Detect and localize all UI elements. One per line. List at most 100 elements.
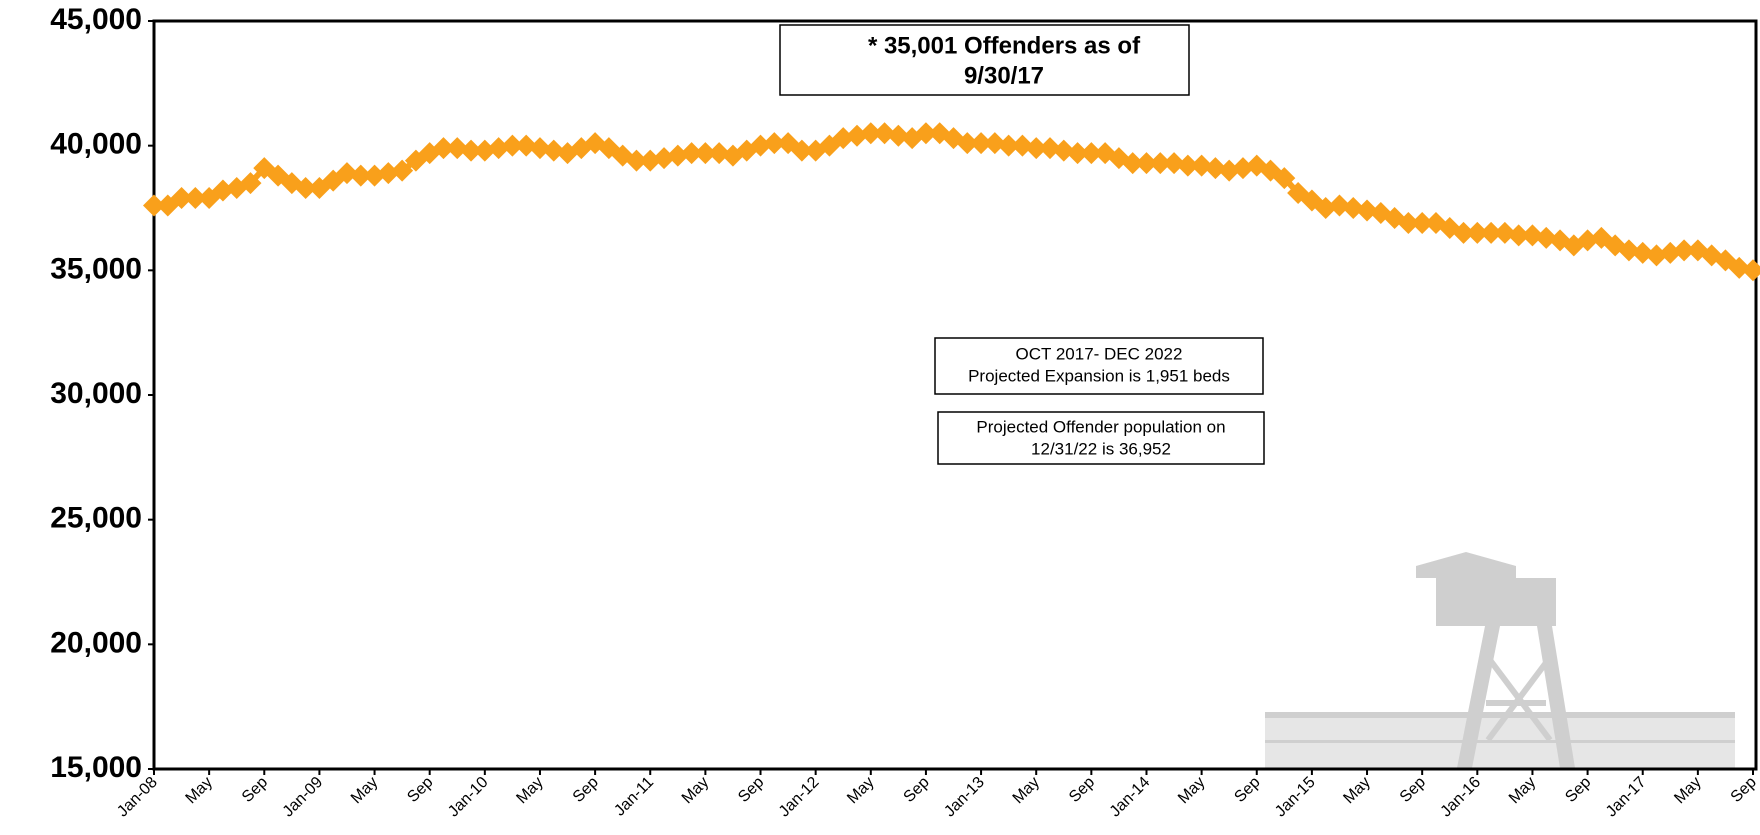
x-tick-label: May — [679, 774, 712, 807]
data-marker — [515, 134, 538, 157]
x-tick-label: Jan-15 — [1272, 774, 1319, 821]
data-marker — [763, 132, 786, 155]
data-marker — [680, 142, 703, 165]
x-tick-label: Sep — [1231, 774, 1263, 806]
x-tick-label: Sep — [1562, 774, 1594, 806]
data-marker — [1673, 239, 1696, 262]
x-tick-label: Jan-09 — [280, 774, 327, 821]
data-marker — [1742, 259, 1760, 282]
data-marker — [294, 177, 317, 200]
data-marker — [997, 134, 1020, 157]
x-tick-label: Sep — [404, 774, 436, 806]
y-tick-label: 45,000 — [50, 3, 142, 36]
x-tick-label: Sep — [570, 774, 602, 806]
data-marker — [460, 139, 483, 162]
data-marker — [901, 127, 924, 150]
data-marker — [1121, 152, 1144, 175]
x-tick-label: May — [844, 774, 877, 807]
data-marker — [1728, 256, 1751, 279]
data-marker — [832, 127, 855, 150]
data-marker — [970, 132, 993, 155]
x-tick-label: Sep — [1728, 774, 1760, 806]
data-marker — [873, 122, 896, 145]
annotation-box — [934, 337, 1264, 395]
data-marker — [887, 124, 910, 147]
data-marker — [639, 149, 662, 172]
data-marker — [708, 142, 731, 165]
data-marker — [184, 187, 207, 210]
data-marker — [1356, 199, 1379, 222]
data-marker — [1231, 157, 1254, 180]
data-marker — [1038, 137, 1061, 160]
x-tick-label: May — [1175, 774, 1208, 807]
data-marker — [1080, 142, 1103, 165]
x-tick-label: Sep — [239, 774, 271, 806]
x-tick-label: Jan-16 — [1438, 774, 1485, 821]
data-marker — [1480, 221, 1503, 244]
data-marker — [501, 134, 524, 157]
annotation: * 35,001 Offenders as of — [868, 32, 1141, 59]
data-marker — [1066, 142, 1089, 165]
annotation: Projected Expansion is 1,951 beds — [968, 366, 1230, 385]
data-marker — [846, 124, 869, 147]
data-marker — [1149, 152, 1172, 175]
data-marker — [542, 139, 565, 162]
data-marker — [1507, 224, 1530, 247]
x-tick-label: Jan-12 — [776, 774, 823, 821]
data-marker — [473, 139, 496, 162]
data-marker — [790, 139, 813, 162]
data-marker — [1452, 221, 1475, 244]
x-tick-label: May — [1506, 774, 1539, 807]
x-tick-label: May — [183, 774, 216, 807]
data-marker — [143, 194, 165, 217]
x-tick-label: Jan-17 — [1603, 774, 1650, 821]
data-marker — [956, 132, 979, 155]
data-marker — [446, 137, 469, 160]
data-marker — [859, 122, 882, 145]
data-marker — [391, 159, 414, 182]
data-marker — [749, 134, 772, 157]
data-marker — [1521, 224, 1544, 247]
data-marker — [983, 132, 1006, 155]
data-marker — [432, 137, 455, 160]
data-marker — [377, 162, 400, 185]
data-marker — [1190, 154, 1213, 177]
data-marker — [1659, 241, 1682, 264]
data-marker — [1397, 211, 1420, 234]
x-tick-label: May — [513, 774, 546, 807]
data-marker — [1176, 154, 1199, 177]
data-marker — [1645, 244, 1668, 267]
tower-illustration — [1265, 552, 1735, 768]
data-marker — [1535, 226, 1558, 249]
data-marker — [211, 179, 234, 202]
series-line — [154, 130, 1754, 274]
data-marker — [1631, 241, 1654, 264]
data-marker — [335, 162, 358, 185]
data-marker — [1342, 197, 1365, 219]
data-marker — [1411, 211, 1434, 234]
data-marker — [1328, 194, 1351, 217]
y-tick-label: 15,000 — [50, 751, 142, 784]
x-tick-label: Sep — [1397, 774, 1429, 806]
y-tick-label: 20,000 — [50, 626, 142, 659]
data-marker — [239, 172, 262, 195]
data-marker — [1025, 137, 1048, 160]
data-marker — [349, 164, 372, 187]
annotation: 9/30/17 — [964, 62, 1044, 89]
x-tick-label: Jan-10 — [445, 774, 492, 821]
data-marker — [1135, 152, 1158, 175]
x-tick-label: Jan-11 — [611, 774, 657, 820]
data-marker — [694, 142, 717, 165]
data-marker — [1163, 152, 1186, 175]
data-marker — [1466, 221, 1489, 244]
x-tick-label: Sep — [901, 774, 933, 806]
data-marker — [666, 144, 689, 167]
data-marker — [1218, 159, 1241, 182]
data-marker — [170, 187, 193, 210]
data-marker — [1617, 239, 1640, 262]
data-marker — [625, 149, 648, 172]
x-tick-label: May — [1010, 774, 1043, 807]
annotation: OCT 2017- DEC 2022 — [1016, 344, 1183, 363]
x-tick-label: May — [1340, 774, 1373, 807]
